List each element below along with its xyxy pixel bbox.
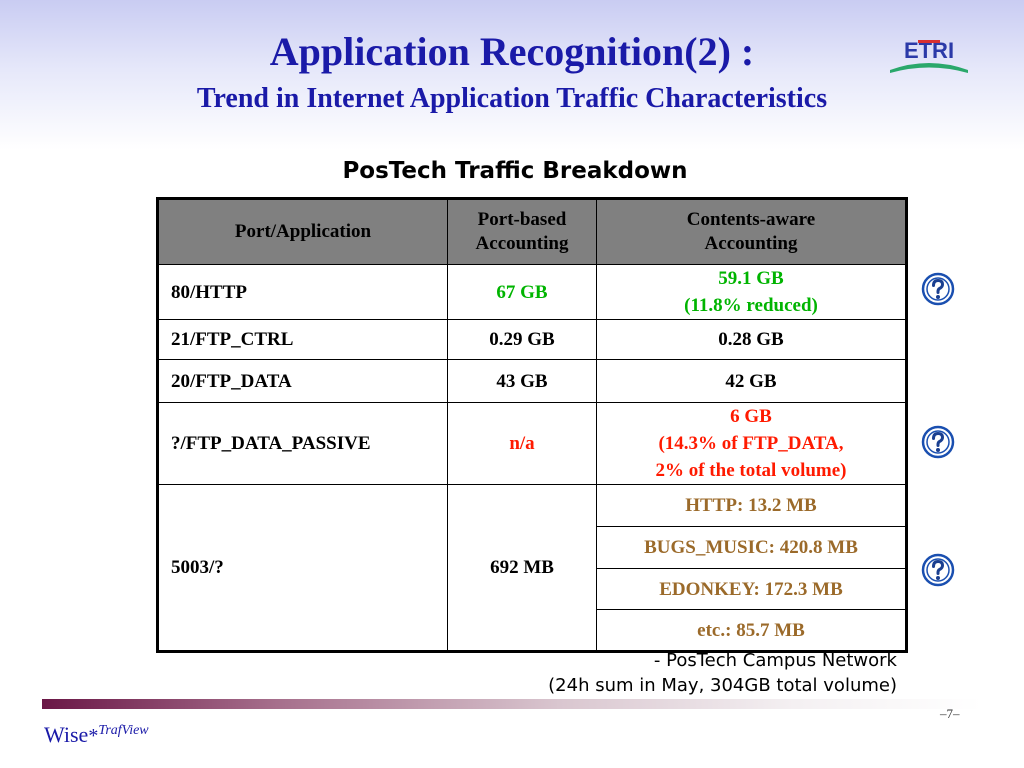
- footnote: - PosTech Campus Network (24h sum in May…: [548, 648, 897, 698]
- table-row: BUGS_MUSIC: 420.8 MB: [158, 526, 907, 569]
- footnote-line: - PosTech Campus Network: [653, 650, 897, 671]
- cell-content-line: 2% of the total volume): [655, 460, 847, 481]
- cell-port: 43 GB: [447, 359, 597, 403]
- help-question-icon[interactable]: [921, 425, 955, 459]
- etri-logo: ETRI: [890, 38, 968, 73]
- cell-content: 59.1 GB (11.8% reduced): [596, 264, 907, 320]
- cell-app: ?/FTP_DATA_PASSIVE: [157, 402, 448, 485]
- table-row: 20/FTP_DATA 43 GB 42 GB: [157, 359, 907, 403]
- brand-wise: Wise: [44, 722, 89, 747]
- traffic-breakdown-table: Port/Application Port-based Accounting C…: [156, 197, 908, 653]
- col-header-port-application: Port/Application: [157, 198, 448, 265]
- cell-content: 6 GB (14.3% of FTP_DATA, 2% of the total…: [596, 402, 907, 485]
- cell-content-line: (14.3% of FTP_DATA,: [658, 433, 844, 454]
- help-question-icon[interactable]: [921, 272, 955, 306]
- table-row: 21/FTP_CTRL 0.29 GB 0.28 GB: [157, 319, 907, 360]
- page-subtitle: Trend in Internet Application Traffic Ch…: [196, 83, 828, 114]
- cell-app: 21/FTP_CTRL: [157, 319, 448, 360]
- table-header-row: Port/Application Port-based Accounting C…: [157, 198, 907, 265]
- table-title: PosTech Traffic Breakdown: [342, 158, 688, 184]
- col-header-port-based: Port-based Accounting: [447, 198, 597, 265]
- cell-content: 0.28 GB: [596, 319, 907, 360]
- cell-app: 20/FTP_DATA: [157, 359, 448, 403]
- cell-content: 42 GB: [596, 359, 907, 403]
- help-question-icon[interactable]: [921, 553, 955, 587]
- table-row: 80/HTTP 67 GB 59.1 GB (11.8% reduced): [157, 264, 907, 320]
- cell-port: 0.29 GB: [447, 319, 597, 360]
- cell-content-line: (11.8% reduced): [684, 295, 818, 316]
- cell-port: 67 GB: [447, 264, 597, 320]
- table-row: EDONKEY: 172.3 MB: [158, 568, 907, 610]
- cell-content-item: EDONKEY: 172.3 MB: [596, 568, 907, 610]
- col-header-contents-aware-text: Contents-aware Accounting: [686, 209, 816, 254]
- brand-trafview: TrafView: [98, 723, 149, 738]
- col-header-port-based-text: Port-based Accounting: [475, 209, 569, 254]
- table-row: etc.: 85.7 MB: [158, 609, 907, 652]
- cell-content-item: BUGS_MUSIC: 420.8 MB: [596, 526, 907, 569]
- table-row: 5003/? 692 MB HTTP: 13.2 MB: [157, 484, 907, 652]
- brand-star: *: [88, 725, 99, 747]
- cell-port: 692 MB: [447, 484, 597, 652]
- cell-content-item: etc.: 85.7 MB: [596, 609, 907, 652]
- wise-trafview-logo: Wise*TrafView: [44, 722, 149, 748]
- page-number: –7–: [940, 706, 960, 721]
- footnote-line: (24h sum in May, 304GB total volume): [548, 675, 897, 696]
- cell-content-line: 6 GB: [730, 406, 772, 427]
- col-header-contents-aware: Contents-aware Accounting: [596, 198, 907, 265]
- cell-port: n/a: [447, 402, 597, 485]
- footer-divider: [42, 699, 982, 709]
- cell-app: 80/HTTP: [157, 264, 448, 320]
- cell-app: 5003/?: [157, 484, 448, 652]
- cell-content-item: HTTP: 13.2 MB: [596, 484, 907, 527]
- page-title: Application Recognition(2) :: [269, 29, 755, 74]
- table-row: ?/FTP_DATA_PASSIVE n/a 6 GB (14.3% of FT…: [157, 402, 907, 485]
- cell-content-line: 59.1 GB: [718, 268, 784, 289]
